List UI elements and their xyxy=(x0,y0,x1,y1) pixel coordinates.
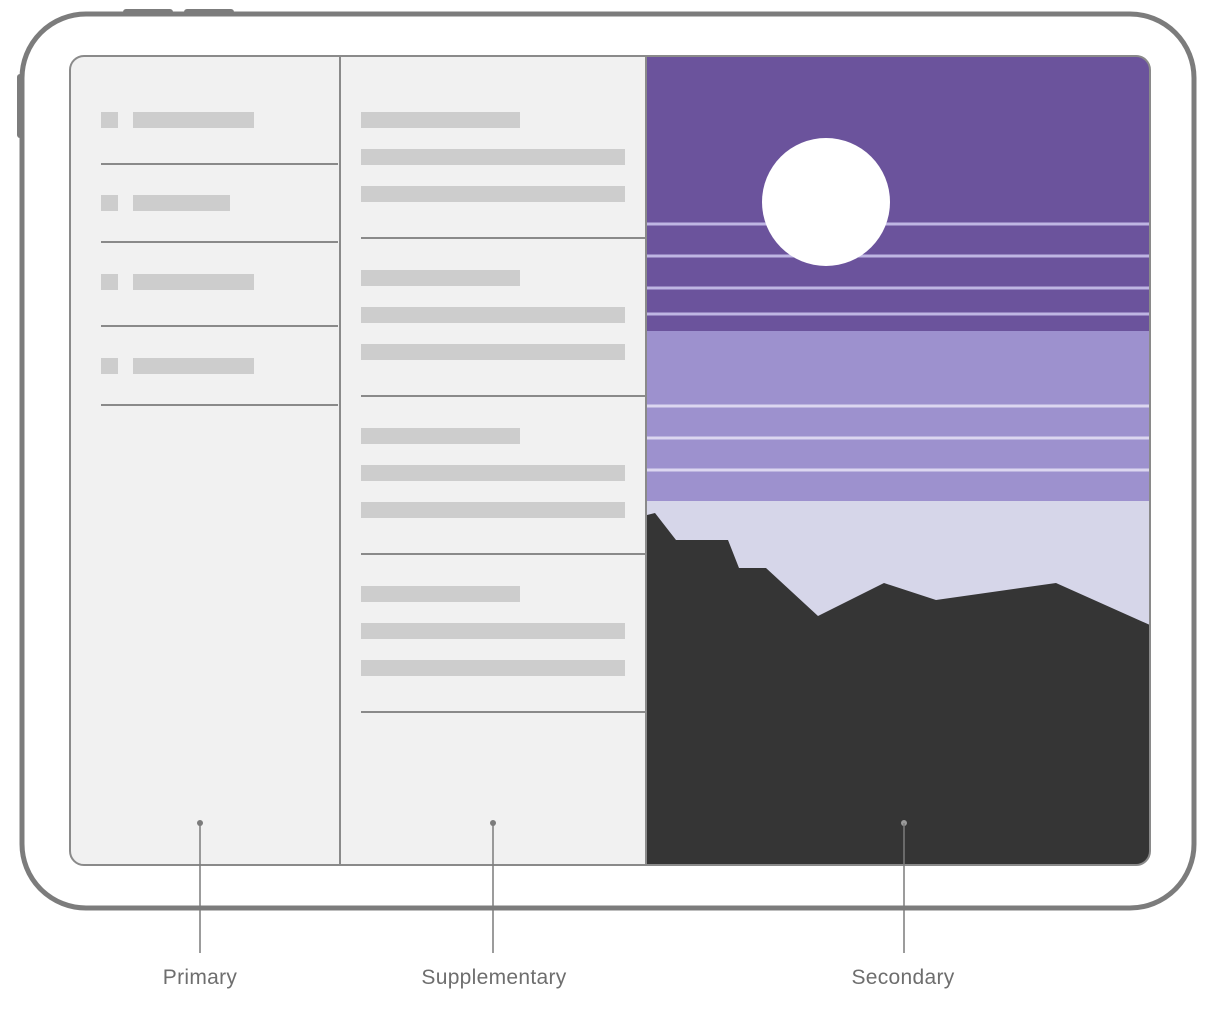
message-title-placeholder xyxy=(361,270,520,286)
supplementary-pane xyxy=(341,56,646,865)
message-line-placeholder xyxy=(361,623,625,639)
list-item[interactable] xyxy=(101,274,254,290)
list-item-icon xyxy=(101,112,118,128)
message-line-placeholder xyxy=(361,149,625,165)
list-item[interactable] xyxy=(101,358,254,374)
list-item-title-placeholder xyxy=(133,358,254,374)
message-title-placeholder xyxy=(361,112,520,128)
sun-icon xyxy=(762,138,890,266)
list-item-title-placeholder xyxy=(133,274,254,290)
message-item[interactable] xyxy=(361,112,625,202)
message-line-placeholder xyxy=(361,307,625,323)
list-item-title-placeholder xyxy=(133,195,230,211)
list-item-icon xyxy=(101,195,118,211)
primary-label: Primary xyxy=(162,966,238,989)
supplementary-label: Supplementary xyxy=(421,966,567,989)
callout-primary xyxy=(197,820,203,953)
message-line-placeholder xyxy=(361,186,625,202)
list-item[interactable] xyxy=(101,195,230,211)
sky-middle xyxy=(647,331,1150,501)
message-item[interactable] xyxy=(361,428,625,518)
message-title-placeholder xyxy=(361,428,520,444)
message-line-placeholder xyxy=(361,344,625,360)
list-item-icon xyxy=(101,274,118,290)
message-title-placeholder xyxy=(361,586,520,602)
list-item-icon xyxy=(101,358,118,374)
message-line-placeholder xyxy=(361,465,625,481)
list-item[interactable] xyxy=(101,112,254,128)
mountains-icon xyxy=(647,513,1150,865)
sky-top xyxy=(647,56,1150,331)
callout-supplementary xyxy=(490,820,496,953)
sky-stripes xyxy=(647,222,1150,472)
screen-border xyxy=(69,55,1151,866)
primary-pane xyxy=(70,56,340,865)
message-item[interactable] xyxy=(361,586,625,676)
callout-secondary xyxy=(901,820,907,953)
message-line-placeholder xyxy=(361,502,625,518)
secondary-pane xyxy=(647,56,1150,865)
list-item-title-placeholder xyxy=(133,112,254,128)
secondary-label: Secondary xyxy=(851,966,955,989)
message-line-placeholder xyxy=(361,660,625,676)
message-item[interactable] xyxy=(361,270,625,360)
